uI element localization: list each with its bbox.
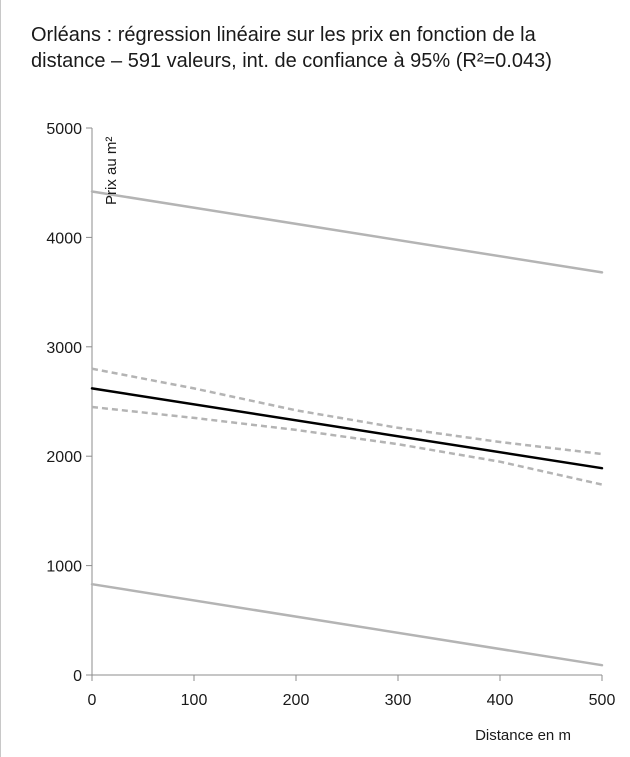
chart-title-line-2: distance – 591 valeurs, int. de confianc… (31, 50, 552, 72)
confidence-interval-line-4 (91, 405, 603, 486)
y-axis-title: Prix au m² (103, 137, 120, 205)
x-tick-label: 0 (88, 692, 97, 709)
chart-title: Orléans : régression linéaire sur les pr… (31, 22, 621, 74)
x-axis-title: Distance en m (475, 727, 571, 744)
y-tick-label: 1000 (46, 559, 82, 576)
prediction-bound-line-2 (90, 582, 604, 667)
y-tick-label: 4000 (46, 230, 82, 247)
x-tick-label: 400 (487, 692, 514, 709)
y-tick-label: 5000 (46, 121, 82, 138)
y-tick-label: 0 (73, 668, 82, 685)
x-tick-label: 500 (589, 692, 616, 709)
x-tick-label: 200 (283, 692, 310, 709)
y-tick-label: 3000 (46, 340, 82, 357)
x-tick-label: 300 (385, 692, 412, 709)
regression-line-0 (90, 387, 604, 470)
chart-title-line-1: Orléans : régression linéaire sur les pr… (31, 24, 536, 46)
x-tick-label: 100 (181, 692, 208, 709)
prediction-bound-line-1 (90, 190, 604, 274)
y-tick-label: 2000 (46, 449, 82, 466)
confidence-interval-line-3 (91, 367, 603, 456)
